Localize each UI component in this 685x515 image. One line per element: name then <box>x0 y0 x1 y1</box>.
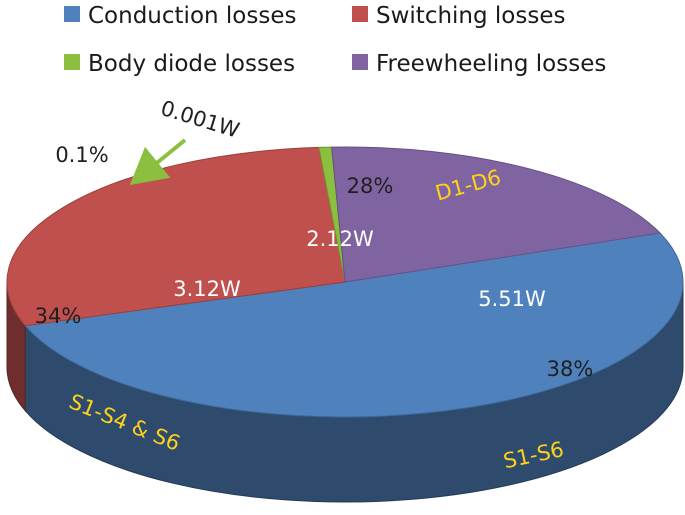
percent-label-freewheeling: 28% <box>347 174 394 198</box>
legend: Conduction losses Switching losses Body … <box>64 3 606 77</box>
legend-swatch-body-diode <box>64 54 80 70</box>
percent-label-body-diode: 0.1% <box>55 143 108 167</box>
legend-swatch-switching <box>352 6 368 22</box>
legend-label-conduction: Conduction losses <box>88 3 296 29</box>
pie-slice-freewheeling <box>331 146 662 283</box>
body-diode-leader-arrow <box>129 138 187 186</box>
pie-layer <box>6 146 684 503</box>
legend-label-freewheeling: Freewheeling losses <box>376 51 606 77</box>
legend-swatch-freewheeling <box>352 54 368 70</box>
legend-label-body-diode: Body diode losses <box>88 51 295 77</box>
pie-slice-switching <box>6 146 346 327</box>
value-label-switching: 3.12W <box>173 277 241 301</box>
value-label-body-diode: 0.001W <box>158 96 243 143</box>
percent-label-switching: 34% <box>35 304 82 328</box>
value-label-freewheeling: 2.12W <box>306 227 374 251</box>
legend-swatch-conduction <box>64 6 80 22</box>
percent-label-conduction: 38% <box>547 357 594 381</box>
value-label-conduction: 5.51W <box>478 287 546 311</box>
legend-label-switching: Switching losses <box>376 3 565 29</box>
pie-slice-conduction <box>24 227 684 418</box>
